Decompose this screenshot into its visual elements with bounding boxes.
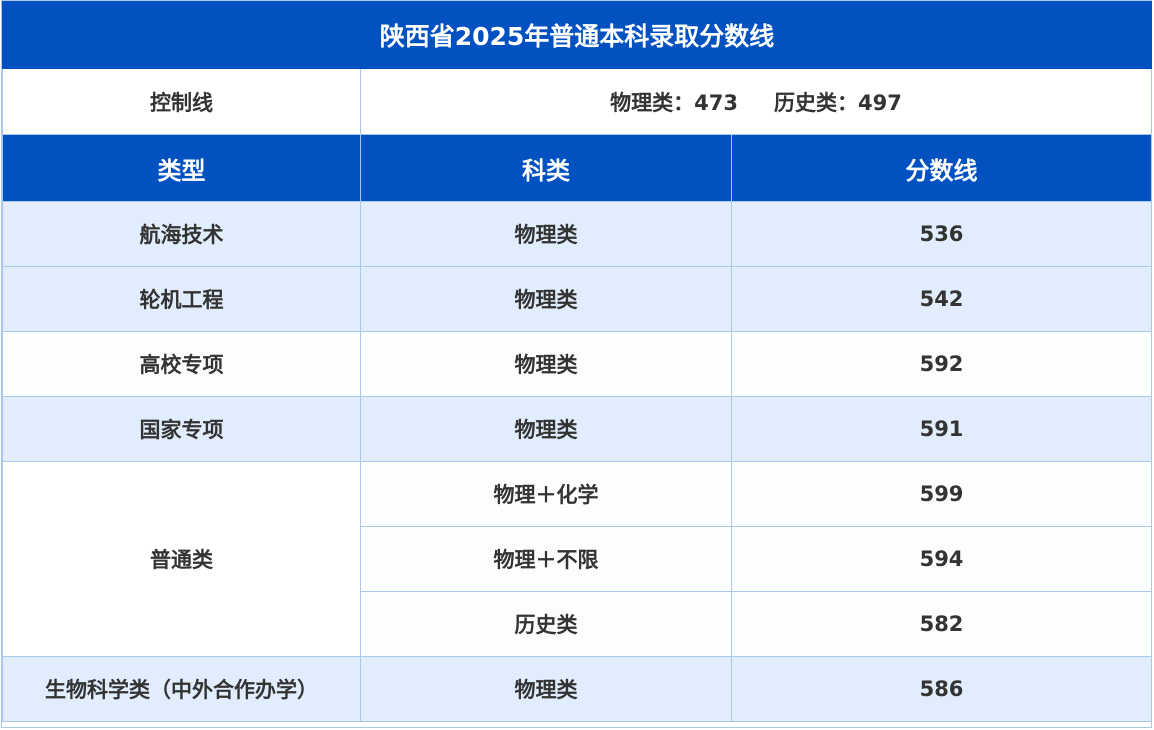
row-score: 586 bbox=[730, 656, 1153, 722]
table-row: 物理＋不限 594 bbox=[3, 526, 1153, 592]
table-row: 生物科学类（中外合作办学） 物理类 586 bbox=[2, 656, 1153, 722]
row-subject: 物理类 bbox=[360, 331, 732, 397]
table-row: 国家专项 物理类 591 bbox=[2, 396, 1153, 462]
header-subject: 科类 bbox=[360, 134, 732, 202]
table-row: 航海技术 物理类 536 bbox=[2, 201, 1153, 267]
row-type: 高校专项 bbox=[2, 331, 361, 397]
control-label: 控制线 bbox=[2, 68, 361, 135]
row-score: 536 bbox=[730, 201, 1153, 267]
row-score: 592 bbox=[730, 331, 1153, 397]
row-subject: 物理类 bbox=[360, 266, 732, 332]
table-row: 高校专项 物理类 592 bbox=[2, 331, 1153, 397]
row-score: 582 bbox=[730, 591, 1153, 657]
row-type-merged: 普通类 bbox=[2, 461, 361, 657]
row-score: 542 bbox=[730, 266, 1153, 332]
table-row: 普通类 物理＋化学 599 bbox=[2, 461, 1153, 657]
control-physics: 物理类：473 bbox=[610, 90, 738, 115]
row-subject: 物理＋不限 bbox=[360, 526, 732, 592]
control-row: 控制线 物理类：473 历史类：497 bbox=[2, 68, 1153, 135]
row-subject: 物理类 bbox=[360, 396, 732, 462]
row-score: 594 bbox=[730, 526, 1153, 592]
row-score: 599 bbox=[730, 461, 1153, 527]
table-title: 陕西省2025年普通本科录取分数线 bbox=[1, 1, 1153, 69]
table-row: 历史类 582 bbox=[3, 591, 1153, 657]
row-subject: 历史类 bbox=[360, 591, 732, 657]
row-type: 生物科学类（中外合作办学） bbox=[2, 656, 361, 722]
header-type: 类型 bbox=[2, 134, 361, 202]
row-subject: 物理类 bbox=[360, 201, 732, 267]
control-history: 历史类：497 bbox=[774, 90, 902, 115]
row-type: 国家专项 bbox=[2, 396, 361, 462]
row-type: 轮机工程 bbox=[2, 266, 361, 332]
row-type: 航海技术 bbox=[2, 201, 361, 267]
control-values: 物理类：473 历史类：497 bbox=[359, 68, 1153, 135]
row-score: 591 bbox=[730, 396, 1153, 462]
row-subject: 物理＋化学 bbox=[360, 461, 732, 527]
header-score: 分数线 bbox=[730, 134, 1153, 202]
table-row: 轮机工程 物理类 542 bbox=[2, 266, 1153, 332]
row-subject: 物理类 bbox=[360, 656, 732, 722]
header-row: 类型 科类 分数线 bbox=[2, 134, 1153, 202]
title-row: 陕西省2025年普通本科录取分数线 bbox=[1, 1, 1153, 69]
